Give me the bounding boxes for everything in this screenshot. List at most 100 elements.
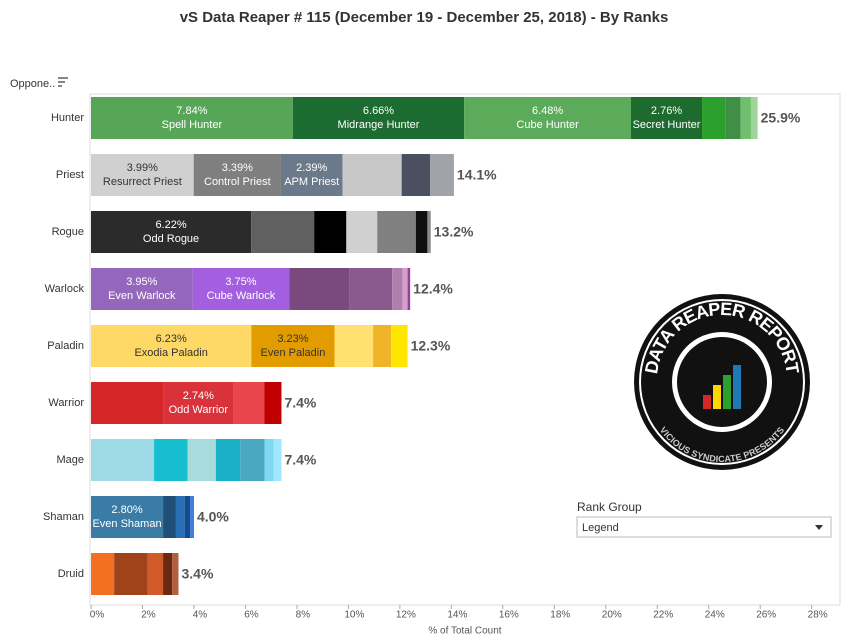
bar-segment — [377, 211, 416, 253]
bar-segment — [91, 211, 252, 253]
segment-label: Even Warlock — [108, 290, 176, 302]
value-label: 2.74% — [183, 390, 214, 402]
bar-segment — [273, 439, 282, 481]
bar-segment — [392, 268, 403, 310]
bar-segment — [429, 154, 454, 196]
total-label: 25.9% — [761, 110, 801, 126]
bar-segment — [415, 211, 428, 253]
bar-segment — [740, 97, 751, 139]
sort-icon[interactable] — [58, 77, 68, 87]
value-label: 6.23% — [156, 333, 187, 345]
row-label: Druid — [58, 568, 84, 580]
row-label: Paladin — [47, 340, 84, 352]
value-label: 2.80% — [111, 504, 142, 516]
segment-label: APM Priest — [284, 176, 339, 188]
value-label: 6.66% — [363, 105, 394, 117]
segment-label: Even Paladin — [261, 347, 326, 359]
value-label: 6.22% — [155, 219, 186, 231]
segment-label: Cube Warlock — [207, 290, 276, 302]
x-tick-label: 16% — [499, 610, 519, 621]
bar-segment — [251, 211, 315, 253]
bar-segment — [91, 439, 155, 481]
x-axis-title: % of Total Count — [428, 626, 501, 637]
bar-segment — [114, 553, 148, 595]
total-label: 12.4% — [413, 281, 453, 297]
bar-segment — [233, 382, 265, 424]
value-label: 2.76% — [651, 105, 682, 117]
value-label: 3.39% — [222, 162, 253, 174]
value-label: 6.48% — [532, 105, 563, 117]
bar-segment — [280, 154, 343, 196]
x-tick-label: 0% — [90, 610, 105, 621]
bar-segment — [251, 325, 335, 367]
bar-segment — [91, 97, 293, 139]
bar-segment — [292, 97, 465, 139]
value-label: 2.39% — [296, 162, 327, 174]
x-tick-label: 6% — [244, 610, 259, 621]
total-label: 12.3% — [411, 338, 451, 354]
bar-segment — [190, 496, 194, 538]
logo: DATA REAPER REPORT VICIOUS SYNDICATE PRE… — [634, 294, 810, 470]
total-label: 4.0% — [197, 509, 229, 525]
bar-segment — [407, 268, 411, 310]
plot-frame — [89, 93, 841, 606]
total-label: 14.1% — [457, 167, 497, 183]
legend-dropdown[interactable]: Legend — [576, 516, 832, 538]
x-tick-label: 14% — [447, 610, 467, 621]
segment-label: Control Priest — [204, 176, 271, 188]
x-tick-label: 24% — [705, 610, 725, 621]
bar-segment — [91, 325, 252, 367]
bar-segment — [91, 268, 193, 310]
x-tick-label: 12% — [396, 610, 416, 621]
bar-segment — [427, 211, 431, 253]
bar-segment — [91, 553, 115, 595]
value-label: 3.99% — [127, 162, 158, 174]
legend-title: Rank Group — [577, 500, 642, 514]
x-tick-label: 22% — [653, 610, 673, 621]
x-tick-label: 10% — [344, 610, 364, 621]
bar-segment — [172, 553, 179, 595]
bar-segment — [289, 268, 350, 310]
chart-title: vS Data Reaper # 115 (December 19 - Dece… — [180, 9, 669, 26]
x-tick-label: 28% — [808, 610, 828, 621]
bar-segment — [147, 553, 164, 595]
bar-segment — [725, 97, 741, 139]
value-label: 7.84% — [176, 105, 207, 117]
segment-label: Spell Hunter — [162, 119, 223, 131]
segment-label: Midrange Hunter — [338, 119, 420, 131]
dropdown-value: Legend — [582, 522, 619, 534]
bar-segment — [401, 154, 430, 196]
bar-segment — [391, 325, 408, 367]
bar-segment — [631, 97, 703, 139]
bar-segment — [702, 97, 726, 139]
x-tick-label: 4% — [193, 610, 208, 621]
segment-label: Odd Rogue — [143, 233, 199, 245]
row-label: Mage — [56, 454, 84, 466]
segment-label: Even Shaman — [92, 518, 161, 530]
bar-segment — [184, 496, 191, 538]
x-tick-label: 18% — [550, 610, 570, 621]
x-tick-label: 26% — [756, 610, 776, 621]
bar-segment — [193, 154, 281, 196]
bar-segment — [402, 268, 408, 310]
segment-label: Odd Warrior — [169, 404, 229, 416]
bar-segment — [464, 97, 632, 139]
bar-segment — [342, 154, 402, 196]
bar-segment — [240, 439, 265, 481]
segment-label: Secret Hunter — [633, 119, 701, 131]
bar-segment — [163, 382, 234, 424]
segment-label: Cube Hunter — [516, 119, 579, 131]
value-label: 3.75% — [225, 276, 256, 288]
bar-segment — [175, 496, 185, 538]
bar-segment — [91, 154, 194, 196]
total-label: 7.4% — [284, 452, 316, 468]
row-label: Priest — [56, 169, 84, 181]
bar-segment — [264, 382, 282, 424]
bar-segment — [192, 268, 290, 310]
row-label: Rogue — [52, 226, 84, 238]
bar-segment — [349, 268, 393, 310]
bar-segment — [154, 439, 188, 481]
value-label: 3.23% — [277, 333, 308, 345]
bar-segment — [215, 439, 241, 481]
